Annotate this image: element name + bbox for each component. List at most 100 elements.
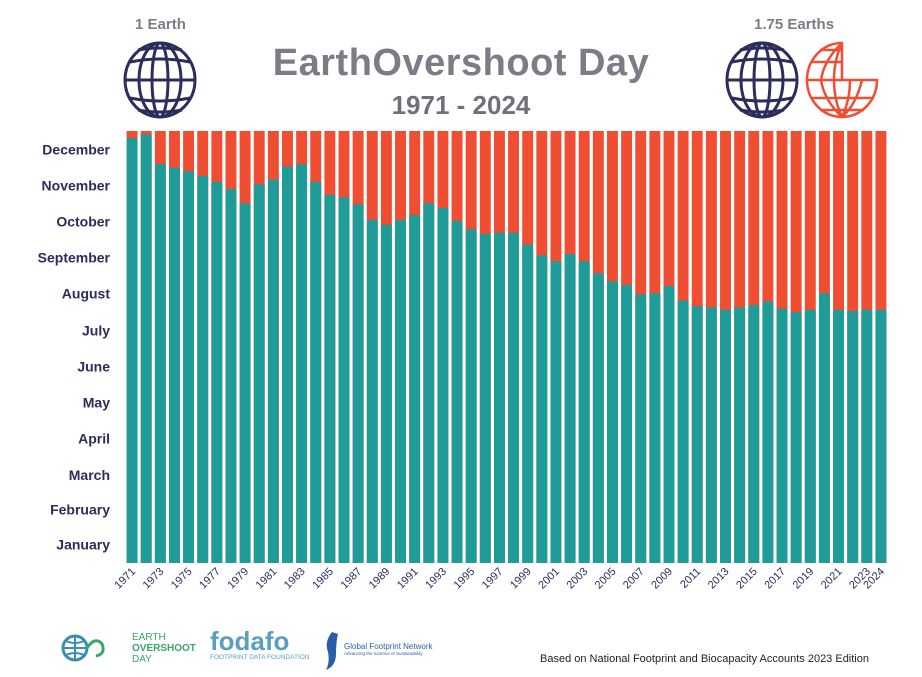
bar-overshoot-1973 <box>154 164 166 564</box>
bar-overshoot-1971 <box>126 138 138 563</box>
logo-wordmark: Global Footprint Network <box>344 642 433 651</box>
source-note: Based on National Footprint and Biocapac… <box>540 653 869 665</box>
bar-overshoot-2020 <box>818 293 830 563</box>
bar-overshoot-2002 <box>564 254 576 564</box>
earth-overshoot-day-logo: EARTH OVERSHOOT DAY <box>132 632 196 665</box>
footprint-icon <box>326 632 338 670</box>
bar-overshoot-2018 <box>790 312 802 563</box>
chart-subtitle: 1971 - 2024 <box>391 90 531 120</box>
bar-overshoot-2003 <box>578 261 590 563</box>
bar-overshoot-2000 <box>536 255 548 563</box>
bar-overshoot-1978 <box>225 188 237 564</box>
bar-overshoot-2012 <box>705 307 717 563</box>
x-tick-label: 2015 <box>734 566 760 592</box>
x-tick-label: 1973 <box>141 566 167 592</box>
bar-overshoot-1993 <box>437 207 449 563</box>
y-tick-label: November <box>42 177 111 193</box>
bar-overshoot-2021 <box>833 309 845 563</box>
one-earth-label: 1 Earth <box>135 16 186 33</box>
bar-overshoot-2016 <box>762 301 774 563</box>
bar-overshoot-1992 <box>423 203 435 563</box>
bar-overshoot-1980 <box>253 184 265 564</box>
x-tick-label: 2019 <box>791 566 817 592</box>
x-tick-label: 1981 <box>254 566 280 592</box>
bar-overshoot-1996 <box>479 233 491 564</box>
bar-overshoot-1976 <box>197 175 209 563</box>
x-tick-label: 2001 <box>536 566 562 592</box>
x-tick-label: 1975 <box>169 566 195 592</box>
bar-overshoot-1979 <box>239 203 251 563</box>
x-tick-label: 1985 <box>310 566 336 592</box>
bar-overshoot-1981 <box>267 179 279 563</box>
bar-overshoot-2019 <box>804 309 816 563</box>
bar-overshoot-1986 <box>338 197 350 563</box>
bar-overshoot-2011 <box>691 306 703 563</box>
x-tick-label: 1993 <box>423 566 449 592</box>
globe-icon <box>725 41 799 119</box>
x-tick-label: 2017 <box>762 566 788 592</box>
bar-overshoot-1999 <box>522 244 534 563</box>
earths-needed-label: 1.75 Earths <box>754 16 835 33</box>
y-tick-label: January <box>56 537 110 553</box>
globe-icon <box>123 41 197 119</box>
x-tick-label: 1983 <box>282 566 308 592</box>
partial-globe-icon <box>805 41 879 119</box>
x-tick-label: 1971 <box>112 566 138 592</box>
bar-overshoot-1995 <box>465 229 477 564</box>
bar-overshoot-1985 <box>324 194 336 563</box>
bar-overshoot-2008 <box>649 293 661 563</box>
overshoot-bar-chart: January February March April May June July Augu… <box>38 131 887 592</box>
bar-overshoot-2009 <box>663 286 675 563</box>
x-tick-label: 1979 <box>225 566 251 592</box>
fodafo-logo: fodafo FOOTPRINT DATA FOUNDATION <box>210 628 310 661</box>
y-tick-label: February <box>50 502 110 518</box>
bar-overshoot-1972 <box>140 134 152 563</box>
global-footprint-network-logo: Global Footprint Network Advancing the S… <box>344 642 432 656</box>
chart-title: EarthOvershoot Day <box>272 42 650 84</box>
bar-overshoot-1984 <box>310 181 322 563</box>
bar-overshoot-1983 <box>296 164 308 564</box>
bar-overshoot-2023 <box>861 309 873 563</box>
bar-overshoot-2004 <box>592 273 604 563</box>
bar-overshoot-1975 <box>183 171 195 563</box>
bar-overshoot-1990 <box>395 219 406 563</box>
earth-overshoot-day-logo-icon <box>61 634 105 662</box>
x-tick-label: 1977 <box>197 566 223 592</box>
x-tick-label: 1989 <box>367 566 393 592</box>
x-tick-label: 1999 <box>508 566 534 592</box>
bar-overshoot-1994 <box>451 220 463 563</box>
bar-overshoot-2014 <box>734 307 746 563</box>
logo-line: OVERSHOOT <box>132 643 196 654</box>
bar-overshoot-2024 <box>875 309 887 563</box>
bar-overshoot-2013 <box>720 309 731 563</box>
bar-overshoot-2010 <box>677 300 689 563</box>
bar-overshoot-1997 <box>493 232 505 563</box>
bar-overshoot-1982 <box>282 166 293 564</box>
logo-line: DAY <box>132 654 152 665</box>
bar-overshoot-2007 <box>635 294 647 563</box>
bar-overshoot-2006 <box>621 284 633 563</box>
x-tick-label: 1995 <box>451 566 477 592</box>
x-tick-label: 2009 <box>649 566 675 592</box>
x-tick-label: 2003 <box>565 566 591 592</box>
bar-overshoot-1991 <box>409 215 421 563</box>
x-tick-label: 1987 <box>338 566 364 592</box>
bar-overshoot-1998 <box>508 232 520 563</box>
x-tick-label: 1991 <box>395 566 421 592</box>
y-tick-label: June <box>77 359 110 375</box>
x-tick-label: 1997 <box>480 566 506 592</box>
logo-tagline: Advancing the Science of Sustainability <box>344 651 423 656</box>
bar-overshoot-1987 <box>352 204 364 563</box>
y-tick-label: April <box>78 431 110 447</box>
bar-overshoot-1977 <box>211 181 223 563</box>
y-tick-label: July <box>82 322 110 338</box>
x-tick-label: 2005 <box>593 566 619 592</box>
x-tick-label: 2013 <box>706 566 732 592</box>
y-tick-label: May <box>83 395 110 411</box>
x-tick-label: 2011 <box>678 566 703 591</box>
y-tick-label: March <box>69 467 110 483</box>
logo-wordmark: fodafo <box>210 626 290 656</box>
bar-overshoot-2017 <box>776 308 788 563</box>
y-tick-label: September <box>38 250 111 266</box>
bar-overshoot-2001 <box>550 261 562 563</box>
